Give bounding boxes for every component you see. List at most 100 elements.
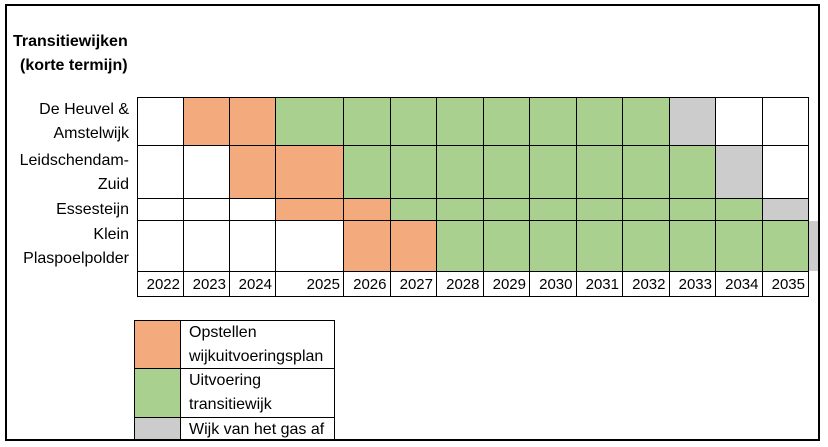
grid-cell [138,98,184,146]
grid-cell [576,221,623,272]
legend-label-line: Wijk van het gas af [189,420,325,438]
grid-cell [184,146,230,199]
year-label: 2032 [623,272,670,297]
grid-cell [716,146,763,199]
grid-cell [138,199,184,221]
legend-swatch-gas_af [135,418,181,441]
year-label: 2024 [230,272,276,297]
grid-cell [530,146,577,199]
grid-cell [344,146,391,199]
district-labels: De Heuvel & Amstelwijk Leidschendam- Zuid Es… [0,98,133,272]
grid-cell [230,98,276,146]
district-label: De Heuvel & Amstelwijk [0,98,133,146]
grid-cell [623,98,670,146]
grid-cell [276,221,344,272]
grid-cell [576,98,623,146]
grid-cell [669,146,716,199]
legend: Opstellen wijkuitvoeringsplan Uitvoering tr… [134,320,335,441]
year-label: 2029 [483,272,530,297]
grid-cell [716,98,763,146]
grid-cell [230,221,276,272]
grid-cell [184,98,230,146]
grid-cell [390,98,437,146]
district-label: Leidschendam- Zuid [0,146,133,199]
grid-cell [138,146,184,199]
grid-cell [669,221,716,272]
year-label: 2031 [576,272,623,297]
year-label: 2030 [530,272,577,297]
timeline-grid: 2022 2023 2024 2025 2026 2027 2028 2029 2030 2031… [137,97,809,297]
grid-cell [483,146,530,199]
grid-cell [276,199,344,221]
grid-cell [230,199,276,221]
grid-cell [276,98,344,146]
legend-label-line: Uitvoering [189,372,262,389]
grid-cell [390,221,437,272]
grid-cell [762,146,809,199]
grid-cell [390,146,437,199]
legend-label-line: transitiewijk [189,396,272,413]
legend-label: Uitvoering transitiewijk [181,369,334,417]
chart-title-line2: (korte termijn) [20,57,128,74]
grid-cell [669,98,716,146]
district-label-line: De Heuvel & [39,101,129,118]
grid-cell [230,146,276,199]
legend-row: Uitvoering transitiewijk [135,369,334,418]
grid-cell [669,199,716,221]
year-label: 2035 [762,272,809,297]
grid-cell [437,221,484,272]
grid-cell [623,199,670,221]
grid-cell [483,221,530,272]
grid-cell [184,199,230,221]
grid-cell [762,221,809,272]
year-label: 2027 [390,272,437,297]
grid-cell [576,199,623,221]
legend-swatch-uitvoering [135,369,181,417]
grid-cell [184,221,230,272]
legend-row: Opstellen wijkuitvoeringsplan [135,321,334,369]
grid-cell [276,146,344,199]
grid-cell [530,199,577,221]
legend-label: Wijk van het gas af [181,418,334,441]
grid-cell [530,98,577,146]
grid-cell [437,199,484,221]
chart-title: Transitiewijken (korte termijn) [13,30,128,78]
district-label: Essesteijn [0,199,133,221]
grid-cell [437,98,484,146]
legend-label-line: Opstellen [189,323,257,341]
grid-cell [530,221,577,272]
grid-cell [344,98,391,146]
grid-cell [138,221,184,272]
district-label-line: Klein [93,225,129,243]
grid-cell [437,146,484,199]
district-label-line: Leidschendam- [19,151,129,169]
grid-cell [623,221,670,272]
year-label: 2022 [138,272,184,297]
grid-cell [344,221,391,272]
grid-cell [483,98,530,146]
grid-cell [576,146,623,199]
grid-cell [716,221,763,272]
year-label: 2033 [669,272,716,297]
year-label: 2028 [437,272,484,297]
legend-row: Wijk van het gas af [135,418,334,441]
legend-label-line: wijkuitvoeringsplan [189,347,324,365]
district-label-line: Zuid [97,175,129,193]
grid-cell [623,146,670,199]
grid-cell [716,199,763,221]
year-label: 2026 [344,272,391,297]
grid-cell [483,199,530,221]
year-label: 2034 [716,272,763,297]
grid-cell [762,199,809,221]
district-label: Klein Plaspoelpolder [0,221,133,272]
chart-title-line1: Transitiewijken [13,33,128,50]
district-label-line: Amstelwijk [53,125,129,142]
year-label: 2025 [276,272,344,297]
legend-label: Opstellen wijkuitvoeringsplan [181,321,334,368]
legend-swatch-plan [135,321,181,368]
year-label: 2023 [184,272,230,297]
grid-cell [390,199,437,221]
district-label-line: Essesteijn [56,201,129,218]
overflow-gas-af-cell [809,221,819,271]
